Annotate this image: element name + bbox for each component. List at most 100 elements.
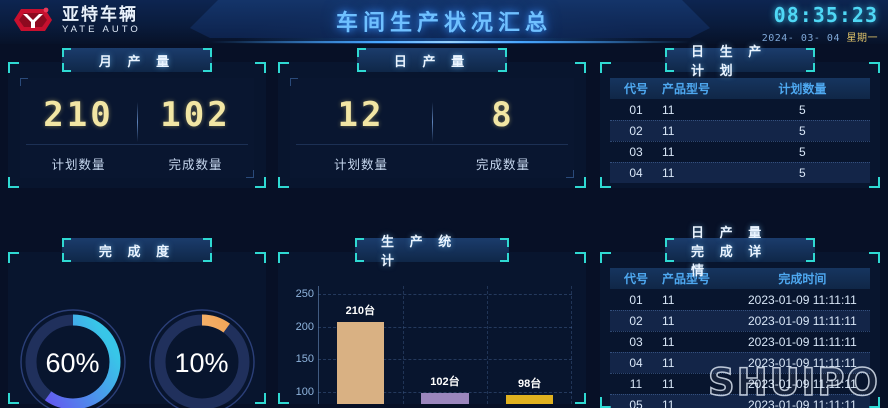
table-cell: 2023-01-09 11:11:11 [748, 314, 857, 328]
logo-text-en: YATE AUTO [62, 23, 141, 35]
panel-production-stats-body [278, 252, 586, 404]
clock-time: 08:35:23 [773, 3, 878, 27]
completion-gauges: 60% 10% [8, 290, 266, 408]
corner-bracket-icon [203, 253, 212, 262]
production-bar-chart: 100 150 200 250 210台 102台 98台 [278, 268, 586, 404]
chart-gridline [318, 359, 572, 361]
table-row[interactable]: 11 11 2023-01-09 11:11:11 [610, 373, 870, 394]
table-cell: 11 [662, 166, 675, 180]
corner-bracket-icon [869, 62, 880, 73]
panel-daily-detail: 日 产 量 完 成 详 情 代号 产品型号 完成时间 01 11 2023-01-0… [600, 225, 880, 408]
table-row[interactable]: 04 11 2023-01-09 11:11:11 [610, 352, 870, 373]
day-planned-cell: 12 [290, 86, 432, 144]
table-cell: 02 [629, 124, 643, 138]
corner-bracket-icon [806, 48, 815, 57]
panel-month-output: 月 产 量 210 102 计划数量 完成数量 [8, 48, 266, 188]
column-header-model: 产品型号 [662, 272, 711, 286]
metric-divider [137, 102, 138, 142]
column-header-finish-time: 完成时间 [778, 272, 827, 286]
corner-bracket-icon [500, 238, 509, 247]
month-metric-box: 210 102 计划数量 完成数量 [20, 78, 254, 178]
corner-bracket-icon [665, 253, 674, 262]
corner-bracket-icon [357, 63, 366, 72]
corner-bracket-icon [62, 48, 71, 57]
corner-bracket-icon [246, 170, 254, 178]
panel-production-stats-title: 生 产 统 计 [355, 234, 509, 268]
corner-bracket-icon [806, 238, 815, 247]
day-metric-box: 12 8 计划数量 完成数量 [290, 78, 574, 178]
day-planned-value: 12 [337, 95, 385, 135]
corner-bracket-icon [600, 252, 611, 263]
chart-y-tick: 250 [295, 287, 314, 300]
gauge-ring-icon [19, 309, 126, 408]
month-metric-values: 210 102 [20, 86, 254, 144]
table-cell: 11 [662, 314, 675, 328]
day-done-cell: 8 [432, 86, 574, 144]
table-header-row: 代号 产品型号 计划数量 [610, 78, 870, 99]
table-header-row: 代号 产品型号 完成时间 [610, 268, 870, 289]
daily-detail-rows: 01 11 2023-01-09 11:11:11 02 11 2023-01-09 11… [610, 289, 870, 408]
corner-bracket-icon [278, 177, 289, 188]
company-logo: 亚特车辆 YATE AUTO [10, 5, 141, 35]
corner-bracket-icon [62, 63, 71, 72]
corner-bracket-icon [355, 238, 364, 247]
table-cell: 2023-01-09 11:11:11 [748, 335, 857, 349]
panel-production-stats: 生 产 统 计 100 150 200 250 210台 102台 98台 [278, 234, 586, 404]
chart-gridline [318, 326, 572, 328]
panel-daily-detail-title-text: 日 产 量 完 成 详 情 [691, 224, 768, 278]
header-banner-shape [190, 0, 710, 38]
day-done-value: 8 [491, 95, 515, 135]
day-metric-labels: 计划数量 完成数量 [290, 154, 574, 180]
gauge-value-label: 60% [45, 348, 100, 378]
day-planned-label: 计划数量 [333, 158, 388, 172]
corner-bracket-icon [255, 177, 266, 188]
corner-bracket-icon [600, 177, 611, 188]
table-cell: 2023-01-09 11:11:11 [748, 377, 857, 391]
month-planned-value: 210 [43, 95, 114, 135]
panel-month-title: 月 产 量 [62, 48, 212, 72]
header-underline [210, 41, 690, 43]
corner-bracket-icon [203, 238, 212, 247]
table-row[interactable]: 05 11 2023-01-09 11:11:11 [610, 394, 870, 408]
table-cell: 5 [799, 102, 806, 117]
corner-bracket-icon [498, 63, 507, 72]
chart-bar[interactable]: 102台 [421, 376, 469, 404]
daily-plan-table: 代号 产品型号 计划数量 01 11 5 02 11 5 03 11 5 04 11 5 [610, 78, 870, 184]
corner-bracket-icon [20, 78, 28, 86]
column-header-model: 产品型号 [662, 82, 711, 96]
chart-vertical-gridline [403, 286, 405, 404]
panel-month-title-text: 月 产 量 [98, 53, 176, 69]
corner-bracket-icon [62, 253, 71, 262]
corner-bracket-icon [665, 63, 674, 72]
chart-bar[interactable]: 98台 [505, 378, 554, 404]
day-metric-values: 12 8 [290, 86, 574, 144]
completion-gauge: 10% [142, 302, 262, 408]
page-title: 车间生产状况汇总 [335, 10, 552, 35]
table-cell: 5 [799, 124, 806, 138]
panel-daily-plan-title-text: 日 生 产 计 划 [691, 44, 768, 78]
gauge-slot: 10% [137, 290, 266, 408]
table-row[interactable]: 03 11 2023-01-09 11:11:11 [610, 331, 870, 352]
table-row[interactable]: 03 11 5 [610, 141, 870, 162]
panel-daily-detail-title: 日 产 量 完 成 详 情 [665, 225, 815, 278]
daily-detail-table: 代号 产品型号 完成时间 01 11 2023-01-09 11:11:11 02 11… [610, 268, 870, 408]
corner-bracket-icon [665, 238, 674, 247]
corner-bracket-icon [806, 253, 815, 262]
app-header: 亚特车辆 YATE AUTO 车间生产状况汇总 08:35:23 2024- 0… [0, 0, 888, 44]
table-row[interactable]: 01 11 5 [610, 99, 870, 120]
corner-bracket-icon [355, 253, 364, 262]
table-row[interactable]: 04 11 5 [610, 162, 870, 183]
corner-bracket-icon [278, 252, 289, 263]
corner-bracket-icon [62, 238, 71, 247]
metric-divider [432, 102, 433, 142]
corner-bracket-icon [665, 48, 674, 57]
corner-bracket-icon [600, 397, 611, 408]
chart-bar[interactable]: 210台 [336, 305, 385, 404]
table-row[interactable]: 02 11 2023-01-09 11:11:11 [610, 310, 870, 331]
table-row[interactable]: 02 11 5 [610, 120, 870, 141]
gauge-ring-icon [148, 309, 255, 408]
corner-bracket-icon [869, 252, 880, 263]
column-header-code: 代号 [623, 272, 648, 286]
table-row[interactable]: 01 11 2023-01-09 11:11:11 [610, 289, 870, 310]
table-cell: 03 [629, 335, 643, 349]
